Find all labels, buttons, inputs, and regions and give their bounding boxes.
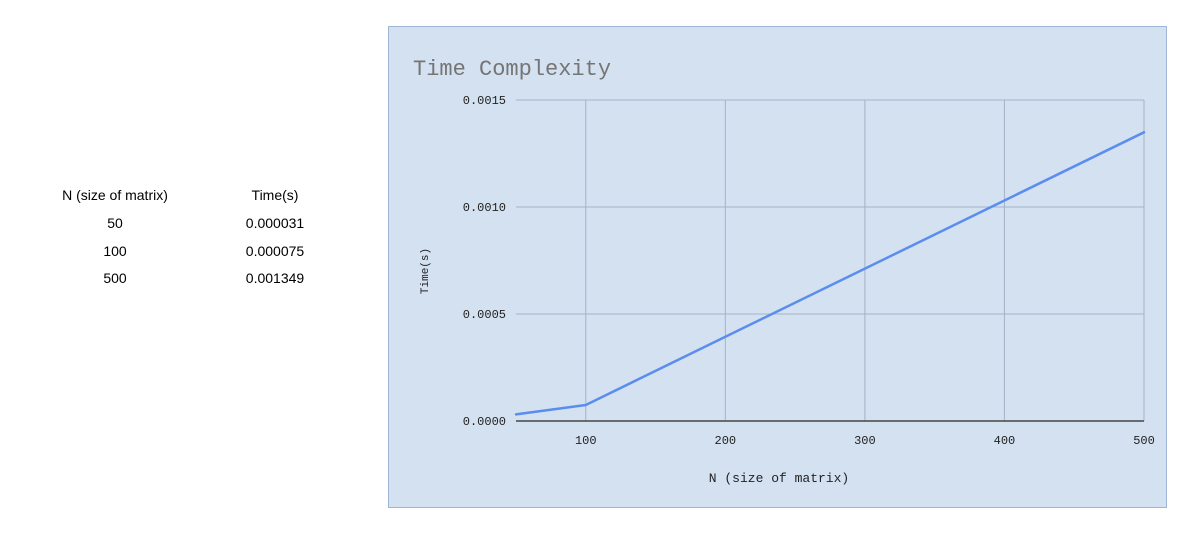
table-cell-time-row1: 0.000031 [245, 215, 305, 231]
x-tick-label: 400 [994, 434, 1016, 448]
y-tick-label: 0.0005 [463, 308, 506, 322]
line-chart: 0.0000 0.0005 0.0010 0.0015 100 200 300 400 500… [413, 57, 1155, 486]
y-tick-label: 0.0010 [463, 201, 506, 215]
chart-title: Time Complexity [413, 57, 611, 82]
y-axis-title: Time(s) [420, 248, 432, 294]
y-tick-label: 0.0000 [463, 415, 506, 429]
x-tick-labels: 100 200 300 400 500 [575, 434, 1155, 448]
table-cell-time-row2: 0.000075 [245, 243, 305, 259]
x-tick-label: 200 [715, 434, 737, 448]
x-tick-label: 500 [1133, 434, 1155, 448]
x-tick-label: 300 [854, 434, 876, 448]
table-header-n: N (size of matrix) [62, 187, 168, 203]
table-cell-n-row3: 500 [103, 270, 127, 286]
x-axis-title: N (size of matrix) [709, 471, 849, 486]
series-line [514, 131, 1146, 416]
table-cell-n-row1: 50 [107, 215, 123, 231]
table-cell-time-row3: 0.001349 [245, 270, 305, 286]
table-cell-n-row2: 100 [103, 243, 127, 259]
table-header-time: Time(s) [251, 187, 299, 203]
y-tick-labels: 0.0000 0.0005 0.0010 0.0015 [463, 94, 506, 429]
chart-panel: 0.0000 0.0005 0.0010 0.0015 100 200 300 400 500… [388, 26, 1167, 508]
grid-layer [516, 99, 1145, 421]
x-tick-label: 100 [575, 434, 597, 448]
y-tick-label: 0.0015 [463, 94, 506, 108]
